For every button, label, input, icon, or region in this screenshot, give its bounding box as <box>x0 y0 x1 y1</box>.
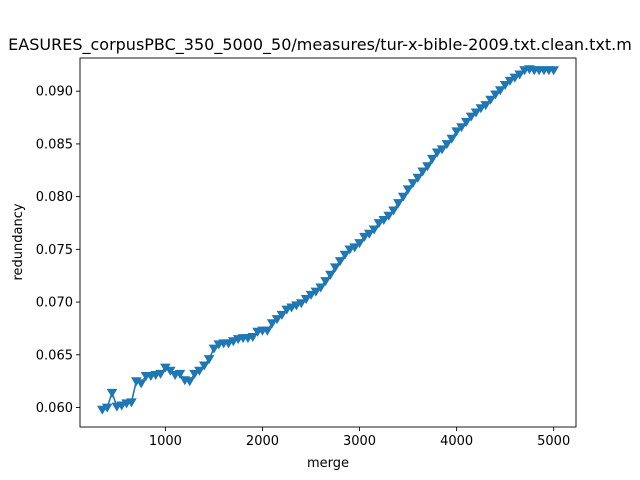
data-point <box>490 90 501 100</box>
data-point <box>548 66 559 76</box>
y-tick-label: 0.090 <box>36 85 73 100</box>
x-tick-label: 3000 <box>343 434 376 449</box>
y-tick-label: 0.070 <box>36 296 73 311</box>
x-axis: 1000 2000 3000 4000 5000 <box>149 427 570 449</box>
data-point <box>368 225 380 235</box>
plot-frame <box>79 57 577 428</box>
data-point <box>412 173 424 183</box>
data-point <box>310 287 322 297</box>
data-point <box>247 333 259 343</box>
data-point <box>155 369 166 379</box>
y-tick-label: 0.085 <box>36 137 73 152</box>
data-point <box>135 379 147 389</box>
data-point <box>422 162 433 172</box>
data-point <box>325 270 336 280</box>
y-tick-label: 0.065 <box>36 348 73 363</box>
data-point <box>189 369 200 379</box>
data-point <box>494 86 506 96</box>
data-point <box>480 101 492 111</box>
data-point <box>456 123 467 133</box>
data-point <box>320 277 331 287</box>
data-point <box>276 310 288 320</box>
series-markers <box>97 65 559 415</box>
data-point <box>485 95 496 105</box>
x-tick-label: 2000 <box>246 434 279 449</box>
x-axis-label: merge <box>307 456 349 471</box>
data-point <box>329 263 341 273</box>
data-point <box>514 70 526 80</box>
data-point <box>315 283 327 293</box>
data-point <box>354 239 365 249</box>
data-point <box>509 73 521 83</box>
data-point <box>378 215 390 225</box>
data-point <box>470 108 482 118</box>
x-tick-label: 1000 <box>149 434 182 449</box>
data-point <box>203 355 215 365</box>
chart-title: EASURES_corpusPBC_350_5000_50/measures/t… <box>8 35 632 55</box>
data-point <box>393 199 404 209</box>
data-point <box>436 145 448 155</box>
data-point <box>451 127 462 137</box>
data-point <box>126 398 137 408</box>
data-point <box>504 76 516 86</box>
data-point <box>441 140 453 150</box>
y-axis-label: redundancy <box>11 203 26 280</box>
y-tick-label: 0.075 <box>36 243 73 258</box>
data-point <box>465 112 477 122</box>
data-point <box>334 257 346 267</box>
data-point <box>339 250 351 260</box>
x-tick-label: 5000 <box>537 434 570 449</box>
data-point <box>359 232 370 242</box>
data-point <box>296 299 307 309</box>
data-point <box>305 290 317 300</box>
data-point <box>194 366 205 376</box>
data-point <box>446 134 458 144</box>
data-point <box>363 229 375 239</box>
data-point <box>271 315 283 325</box>
data-point <box>198 361 210 371</box>
data-point <box>101 403 113 413</box>
y-tick-label: 0.060 <box>36 401 73 416</box>
data-point <box>349 243 360 253</box>
data-point <box>106 388 118 398</box>
data-point <box>397 192 409 202</box>
data-point <box>174 369 186 379</box>
data-point <box>266 319 278 329</box>
data-point <box>427 154 438 164</box>
data-point <box>383 211 394 221</box>
data-point <box>208 344 220 354</box>
data-point <box>431 148 443 158</box>
y-axis: 0.060 0.065 0.070 0.075 0.080 0.085 0.090 <box>36 85 80 416</box>
data-point <box>388 206 399 216</box>
x-tick-label: 4000 <box>440 434 473 449</box>
data-point <box>417 167 428 177</box>
data-point <box>402 185 414 195</box>
data-point <box>461 117 472 127</box>
data-point <box>262 326 273 336</box>
data-point <box>499 81 511 91</box>
y-tick-label: 0.080 <box>36 190 73 205</box>
data-point <box>407 179 419 189</box>
data-point <box>300 295 312 305</box>
data-point <box>373 219 385 229</box>
data-point <box>184 377 195 387</box>
data-point <box>475 104 487 114</box>
